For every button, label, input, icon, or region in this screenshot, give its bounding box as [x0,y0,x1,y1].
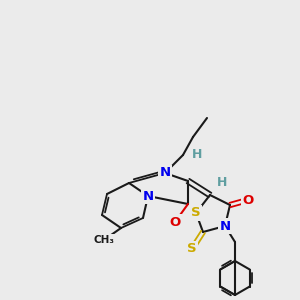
Text: H: H [192,148,202,161]
Text: N: N [219,220,231,232]
Text: H: H [217,176,227,190]
Text: N: N [159,167,171,179]
Text: S: S [191,206,201,220]
Text: O: O [169,215,181,229]
Text: N: N [142,190,154,202]
Text: S: S [187,242,197,256]
Text: O: O [242,194,253,206]
Text: CH₃: CH₃ [94,235,115,245]
